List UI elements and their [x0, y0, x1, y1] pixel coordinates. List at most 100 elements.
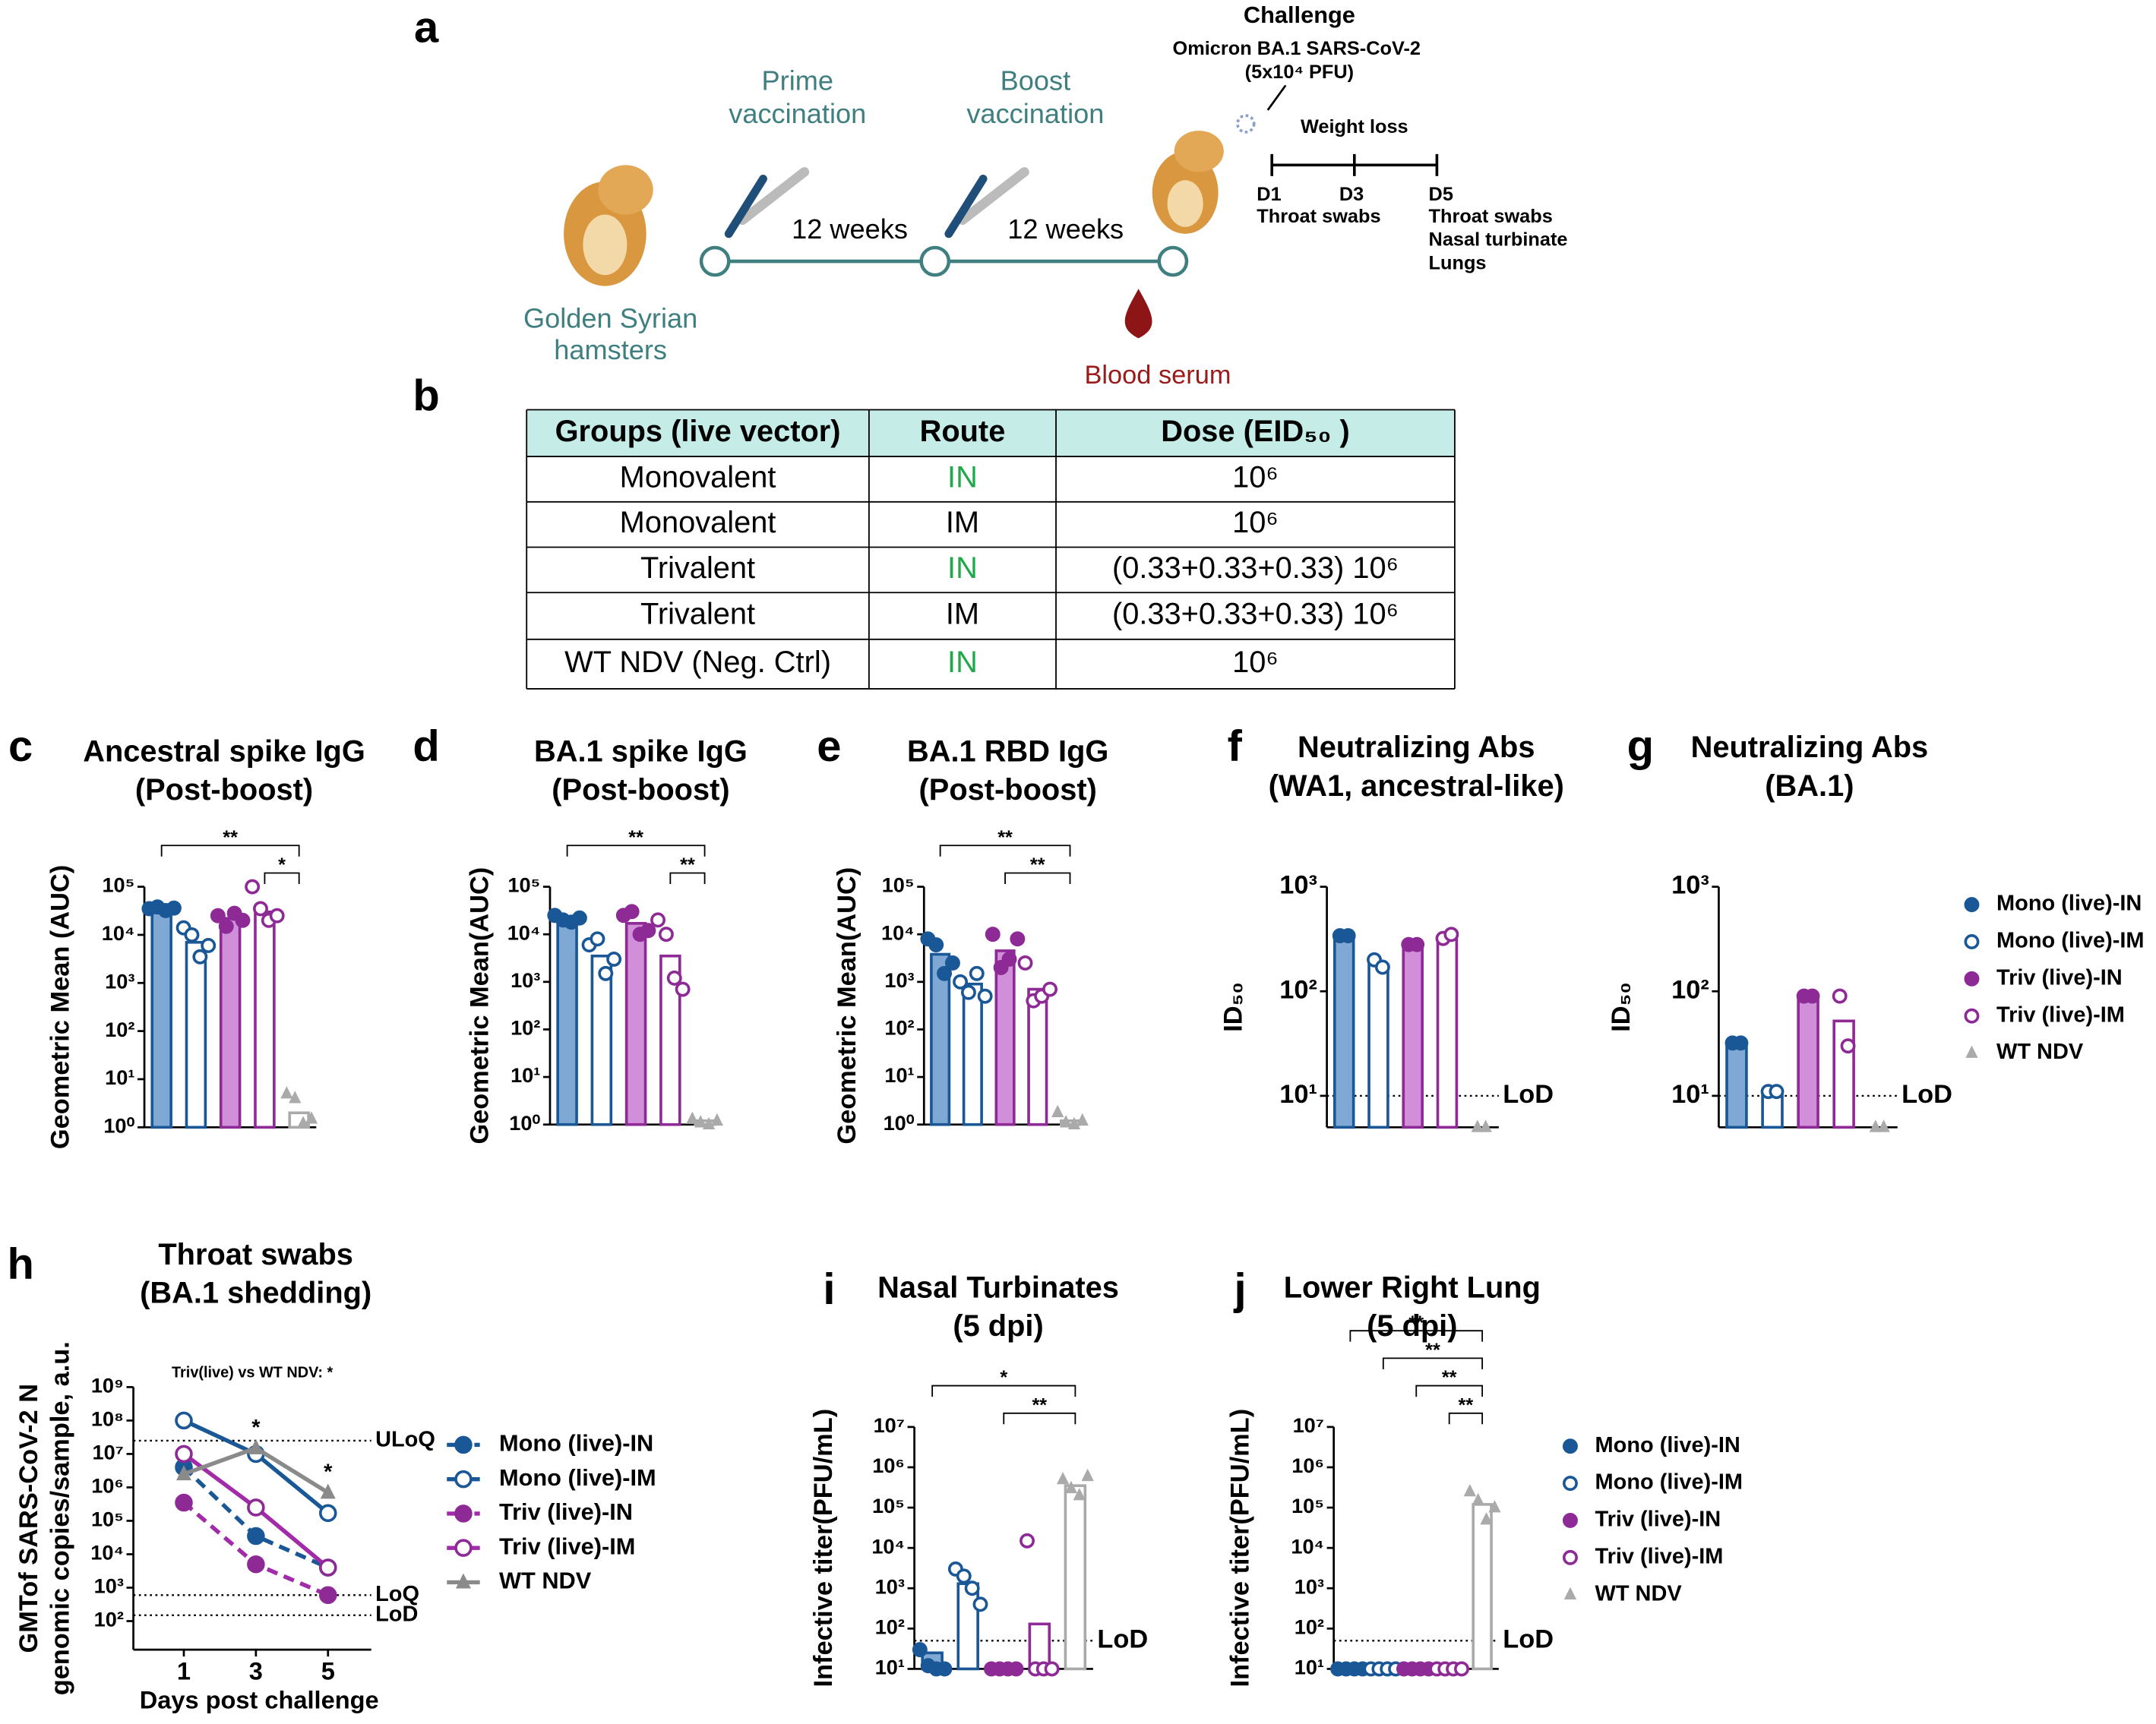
- day: D3: [1339, 184, 1364, 205]
- bar: [624, 921, 647, 1126]
- bar: [1064, 1484, 1087, 1671]
- point: [571, 910, 587, 926]
- point: [176, 1465, 191, 1481]
- interval: 12 weeks: [792, 213, 908, 245]
- sample: Lungs: [1429, 252, 1487, 273]
- point: [1877, 1119, 1890, 1132]
- significance: **: [1459, 1394, 1474, 1416]
- point: [1076, 1113, 1089, 1126]
- legend-marker: [1964, 971, 1980, 987]
- cell: IM: [946, 506, 979, 539]
- chart: e BA.1 RBD IgG (Post-boost) Geometric Mean(…: [817, 722, 1108, 1145]
- point: [1017, 955, 1033, 971]
- legend-label: Mono (live)-IN: [1595, 1433, 1740, 1457]
- panel-label: c: [8, 722, 33, 771]
- significance: *: [278, 854, 286, 876]
- chart-subtitle: (BA.1): [1765, 769, 1854, 803]
- y-tick-label: 10¹: [105, 1066, 134, 1089]
- chart-title: Lower Right Lung: [1284, 1271, 1541, 1304]
- legend-label: Triv (live)-IN: [1996, 965, 2123, 990]
- point: [710, 1113, 724, 1126]
- y-tick-label: 10¹: [884, 1063, 914, 1087]
- significance: *: [1000, 1367, 1007, 1388]
- point: [245, 879, 261, 895]
- point: [1374, 959, 1390, 975]
- virus-icon: [1236, 114, 1256, 134]
- legend-label: WT NDV: [1595, 1581, 1683, 1606]
- prime: Prime: [762, 65, 834, 96]
- point: [686, 1111, 699, 1124]
- legend-label: Triv (live)-IM: [499, 1533, 635, 1559]
- chart-subtitle: (WA1, ancestral-like): [1269, 769, 1564, 803]
- chart: c Ancestral spike IgG (Post-boost) Geometri…: [8, 722, 365, 1149]
- legend-marker: [1965, 1045, 1978, 1058]
- legend-label: Triv (live)-IM: [1595, 1544, 1724, 1568]
- point: [1020, 1533, 1035, 1549]
- cell: 10⁶: [1232, 646, 1279, 679]
- panel-label: b: [413, 371, 439, 420]
- point: [972, 1596, 988, 1612]
- bracket: [160, 845, 300, 857]
- y-tick-label: 10⁶: [1291, 1454, 1324, 1477]
- bracket: [1448, 1412, 1484, 1425]
- point: [969, 965, 985, 981]
- point: [912, 1642, 928, 1658]
- bar: [1332, 934, 1355, 1129]
- y-tick-label: 10⁵: [91, 1508, 124, 1531]
- legend-marker: [454, 1435, 473, 1454]
- chart-subtitle: (Post-boost): [135, 773, 313, 807]
- sample: Throat swabs: [1257, 206, 1380, 227]
- header-bg: [526, 409, 1455, 457]
- y-tick-label: 10¹: [1295, 1656, 1324, 1679]
- point: [1059, 1115, 1073, 1128]
- bracket: [1415, 1385, 1484, 1397]
- y-tick-label: 10³: [105, 969, 134, 993]
- reference-label: LoD: [1503, 1625, 1554, 1653]
- point: [1769, 1084, 1785, 1100]
- legend-label: Triv (live)-IN: [499, 1498, 633, 1525]
- chart-title: Nasal Turbinates: [877, 1271, 1119, 1304]
- bar: [1027, 987, 1048, 1126]
- bar: [930, 952, 951, 1126]
- challenge: Challenge: [1244, 2, 1355, 28]
- point: [1869, 1119, 1882, 1132]
- point: [1804, 988, 1820, 1004]
- point: [1479, 1119, 1492, 1132]
- point: [289, 1091, 302, 1104]
- point: [318, 1558, 337, 1577]
- y-tick-label: 10¹: [511, 1063, 540, 1087]
- point: [247, 1555, 265, 1574]
- point: [1008, 1661, 1024, 1677]
- significance: **: [997, 827, 1013, 848]
- bar: [1797, 994, 1819, 1129]
- bar: [994, 949, 1016, 1126]
- cell: (0.33+0.33+0.33) 10⁶: [1112, 598, 1399, 631]
- cell: Trivalent: [640, 598, 755, 631]
- panel-label: h: [7, 1240, 33, 1289]
- bracket: [566, 845, 706, 857]
- y-tick-label: 10⁷: [93, 1441, 124, 1464]
- bar: [1436, 936, 1459, 1129]
- significance: *: [324, 1460, 333, 1485]
- y-axis-label: Infective titer(PFU/mL): [809, 1409, 838, 1688]
- point: [210, 908, 226, 924]
- legend-label: Mono (live)-IM: [499, 1464, 656, 1491]
- bar: [185, 940, 207, 1129]
- chart-subtitle: (Post-boost): [919, 773, 1097, 807]
- sample: Nasal turbinate: [1429, 229, 1568, 251]
- legend-marker: [454, 1470, 473, 1489]
- bracket: [669, 872, 706, 884]
- bracket: [1382, 1357, 1484, 1369]
- chart: g Neutralizing Abs (BA.1) ID₅₀ 10¹ 10² 10³ LoD M…: [1607, 722, 2145, 1132]
- legend-marker: [1563, 1513, 1578, 1528]
- hamster: [564, 165, 653, 286]
- sample: Throat swabs: [1429, 206, 1553, 227]
- y-tick-label: 10²: [1279, 975, 1317, 1004]
- y-tick-label: 10¹: [875, 1656, 905, 1679]
- point: [1010, 931, 1026, 947]
- reference-label: LoQ: [375, 1582, 419, 1606]
- bar: [219, 917, 242, 1129]
- point: [1409, 936, 1425, 952]
- bracket: [1349, 1330, 1484, 1342]
- x-tick-label: 3: [249, 1657, 263, 1685]
